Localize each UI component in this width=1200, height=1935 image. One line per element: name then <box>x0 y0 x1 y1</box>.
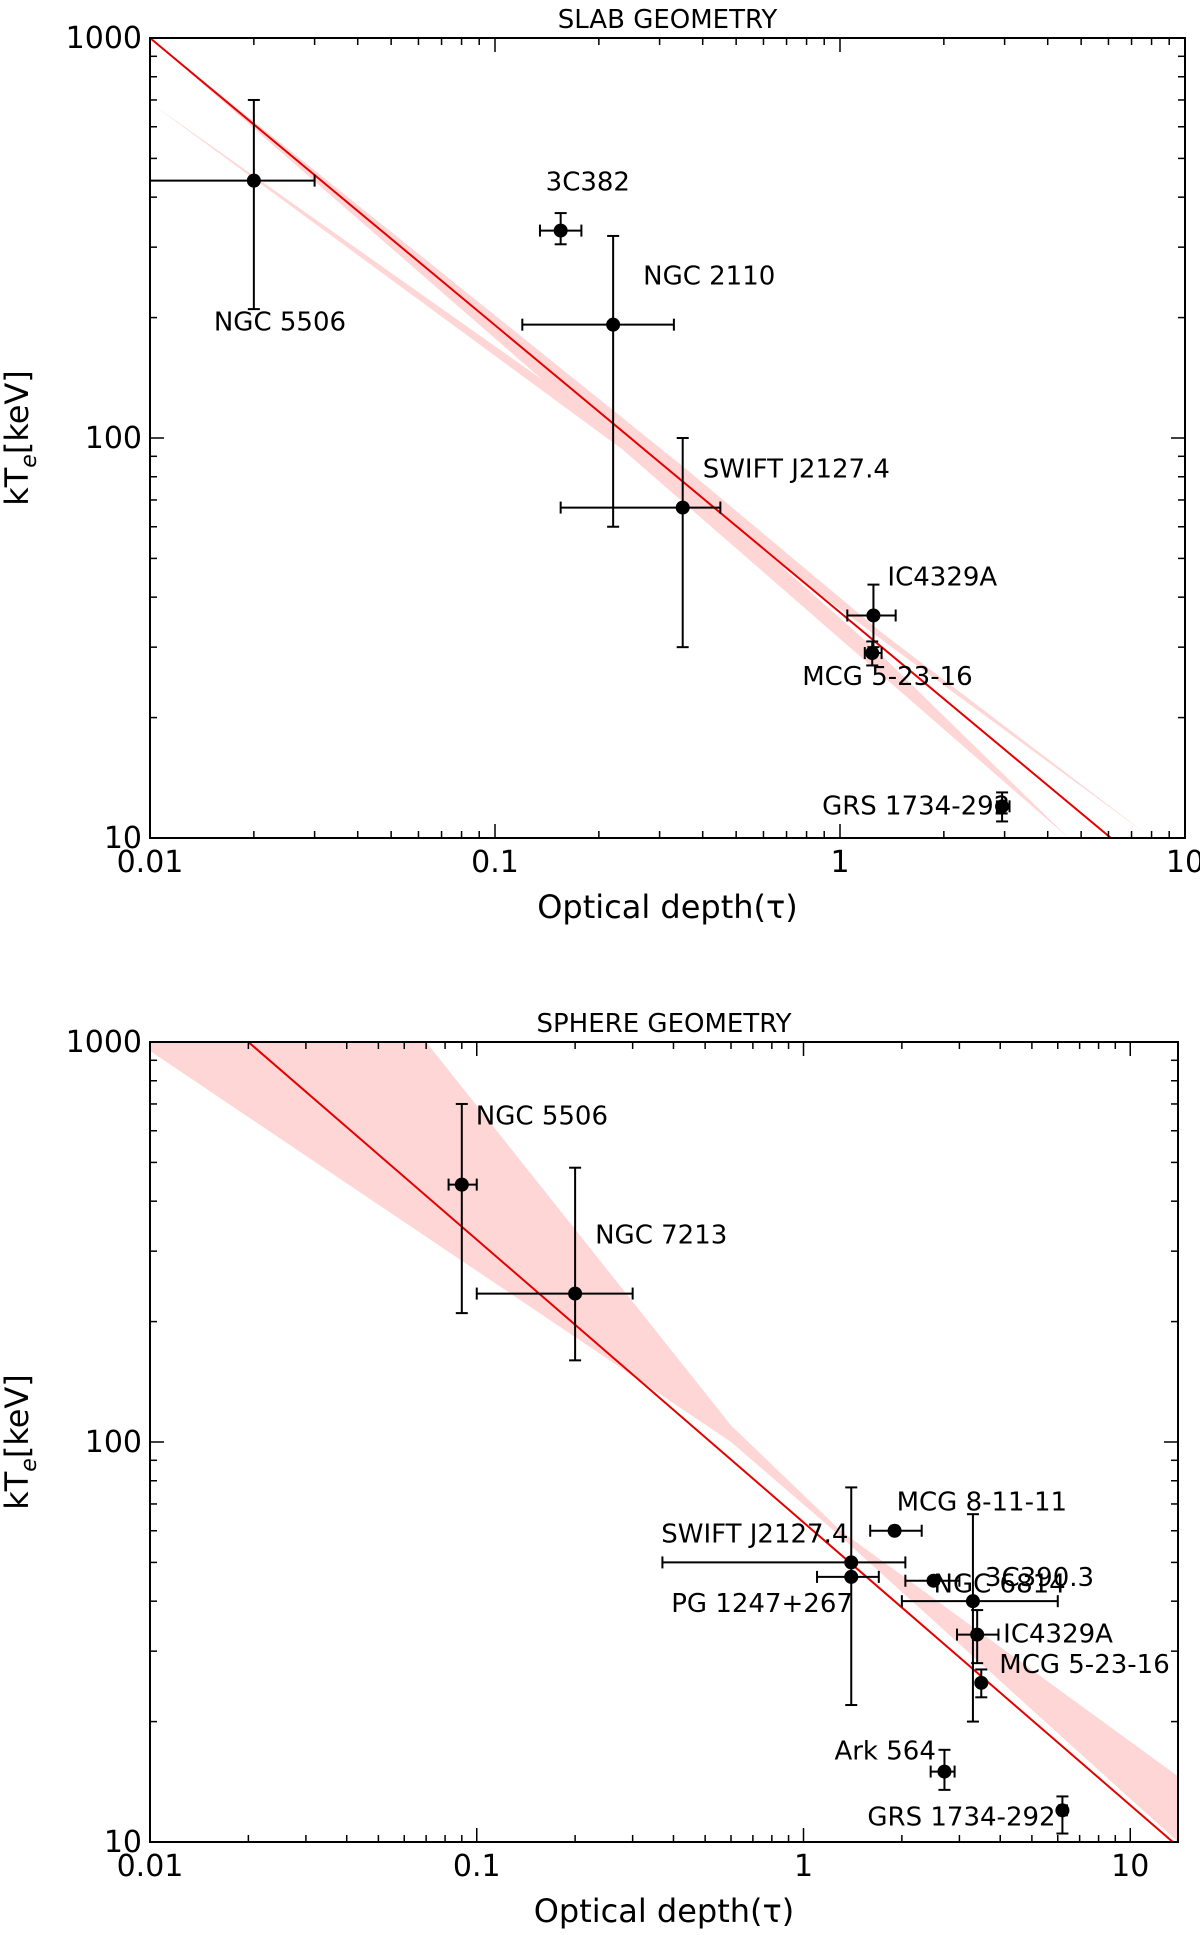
slab-point-swift-j2127-4 <box>559 437 722 649</box>
slab-x-tick-label: 0.01 <box>117 845 184 880</box>
sphere-point-mcg-8-11-11 <box>869 1523 923 1538</box>
slab-point-label: NGC 2110 <box>643 262 775 292</box>
sphere-point-label: 3C390.3 <box>985 1563 1094 1593</box>
sphere-point-label: NGC 5506 <box>476 1102 608 1132</box>
sphere-plot-frame <box>149 1041 1179 1843</box>
slab-x-tick-label: 1 <box>830 845 849 880</box>
sphere-point-mcg-5-23-16 <box>974 1668 989 1699</box>
sphere-point-grs-1734-292 <box>1055 1795 1070 1835</box>
slab-point-label: IC4329A <box>887 562 997 592</box>
sphere-point-label: NGC 7213 <box>595 1221 727 1251</box>
slab-point-label: GRS 1734-292 <box>822 791 1010 821</box>
slab-point-grs-1734-292 <box>995 791 1011 823</box>
sphere-point-label: PG 1247+267 <box>671 1589 853 1619</box>
sphere-y-tick-label: 1000 <box>66 1025 142 1060</box>
slab-point-label: SWIFT J2127.4 <box>703 455 890 485</box>
sphere-point-pg-1247-267 <box>816 1569 880 1584</box>
sphere-point-ngc-7213 <box>475 1166 634 1362</box>
slab-x-tick-label: 10 <box>1166 845 1200 880</box>
slab-chart-title: SLAB GEOMETRY <box>558 5 778 35</box>
sphere-y-tick-label: 10 <box>104 1825 142 1860</box>
sphere-point-label: Ark 564 <box>834 1737 935 1767</box>
sphere-x-tick-label: 0.1 <box>453 1849 501 1884</box>
sphere-point-label: NGC 6814 <box>934 1570 1066 1600</box>
sphere-fit-line <box>247 1042 1174 1842</box>
slab-point-label: MCG 5-23-16 <box>802 662 972 692</box>
sphere-point-label: GRS 1734-292 <box>867 1802 1055 1832</box>
sphere-point-ngc-6814 <box>904 1573 961 1588</box>
slab-point-label: NGC 5506 <box>214 308 346 338</box>
slab-point-ngc-5506 <box>149 98 316 311</box>
slab-point-ngc-2110 <box>521 234 675 528</box>
sphere-y-tick-label: 100 <box>85 1425 142 1460</box>
slab-point-3c382 <box>538 212 583 246</box>
sphere-point-ngc-5506 <box>447 1102 478 1315</box>
sphere-point-ark-564 <box>929 1748 956 1791</box>
slab-fit-confidence-band <box>150 38 1152 838</box>
sphere-x-tick-label: 10 <box>1111 1849 1149 1884</box>
slab-geometry-panel: NGC 5506 3C382 NGC 2110 SWIFT J2127.4 IC4329… <box>0 5 1200 926</box>
sphere-point-3c390-3 <box>900 1513 1059 1723</box>
sphere-x-axis-label: Optical depth(τ) <box>534 1892 795 1930</box>
slab-y-tick-label: 10 <box>104 821 142 856</box>
sphere-point-swift-j2127-4 <box>661 1486 907 1707</box>
sphere-point-ic4329a <box>956 1609 1000 1665</box>
slab-y-axis-label: kTe[keV] <box>0 370 42 506</box>
slab-point-label: 3C382 <box>546 168 630 198</box>
slab-y-tick-label: 1000 <box>66 21 142 56</box>
slab-y-tick-label: 100 <box>85 421 142 456</box>
slab-x-axis-label: Optical depth(τ) <box>537 888 798 926</box>
sphere-geometry-panel: NGC 5506 NGC 7213 MCG 8-11-11 SWIFT J2127.4… <box>0 1009 1179 1930</box>
sphere-point-label: SWIFT J2127.4 <box>661 1519 848 1549</box>
sphere-point-label: IC4329A <box>1003 1620 1113 1650</box>
sphere-point-label: MCG 8-11-11 <box>897 1488 1067 1518</box>
sphere-x-tick-label: 1 <box>794 1849 813 1884</box>
slab-fit-line <box>150 38 1112 838</box>
sphere-y-axis-label: kTe[keV] <box>0 1374 42 1510</box>
sphere-point-label: MCG 5-23-16 <box>999 1650 1169 1680</box>
slab-x-tick-label: 0.1 <box>471 845 519 880</box>
slab-point-mcg-5-23-16 <box>863 640 883 667</box>
slab-point-ic4329a <box>846 583 897 649</box>
sphere-chart-title: SPHERE GEOMETRY <box>537 1009 792 1039</box>
slab-plot-frame <box>149 37 1186 839</box>
sphere-fit-confidence-band <box>150 1042 1178 1842</box>
sphere-x-tick-label: 0.01 <box>117 1849 184 1884</box>
